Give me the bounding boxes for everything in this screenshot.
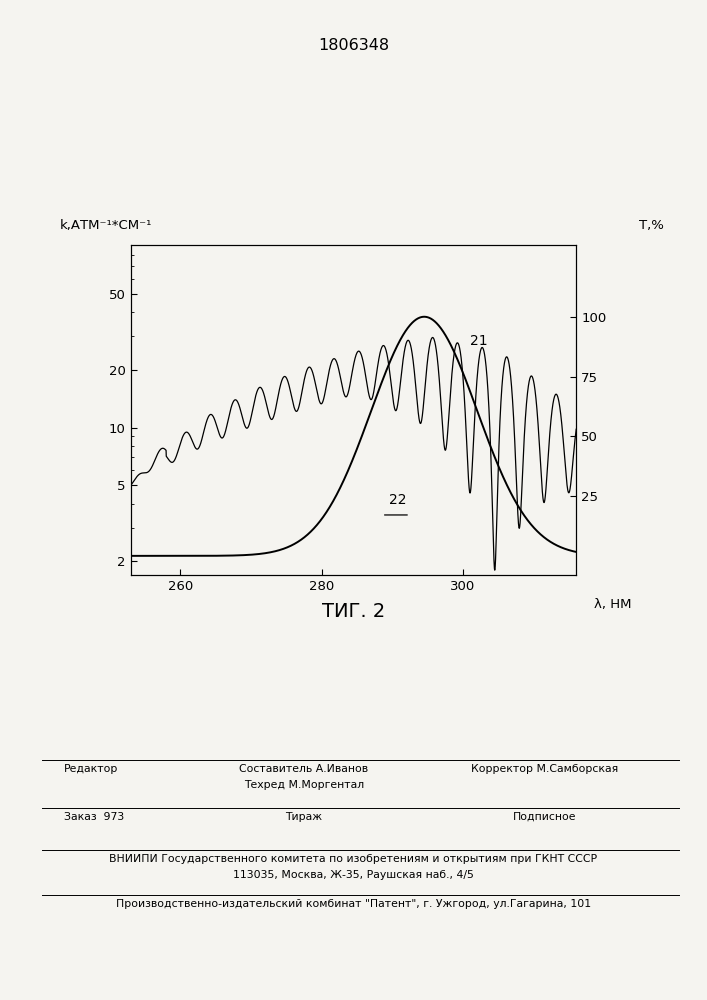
Text: Корректор М.Самборская: Корректор М.Самборская [471,764,618,774]
Text: λ, НМ: λ, НМ [594,598,631,611]
Text: Составитель А.Иванов: Составитель А.Иванов [240,764,368,774]
Text: 113035, Москва, Ж-35, Раушская наб., 4/5: 113035, Москва, Ж-35, Раушская наб., 4/5 [233,870,474,880]
Text: Подписное: Подписное [513,812,576,822]
Text: 22: 22 [389,493,407,507]
Text: Техред М.Моргентал: Техред М.Моргентал [244,780,364,790]
Text: Производственно-издательский комбинат "Патент", г. Ужгород, ул.Гагарина, 101: Производственно-издательский комбинат "П… [116,899,591,909]
Text: k,АТМ⁻¹*СМ⁻¹: k,АТМ⁻¹*СМ⁻¹ [59,219,152,232]
Text: Редактор: Редактор [64,764,118,774]
Text: ВНИИПИ Государственного комитета по изобретениям и открытиям при ГКНТ СССР: ВНИИПИ Государственного комитета по изоб… [110,854,597,864]
Text: T,%: T,% [638,219,663,232]
Text: 21: 21 [470,334,488,348]
Text: ΤИГ. 2: ΤИГ. 2 [322,602,385,621]
Text: Заказ  973: Заказ 973 [64,812,124,822]
Text: Тираж: Тираж [286,812,322,822]
Text: 1806348: 1806348 [318,38,389,53]
